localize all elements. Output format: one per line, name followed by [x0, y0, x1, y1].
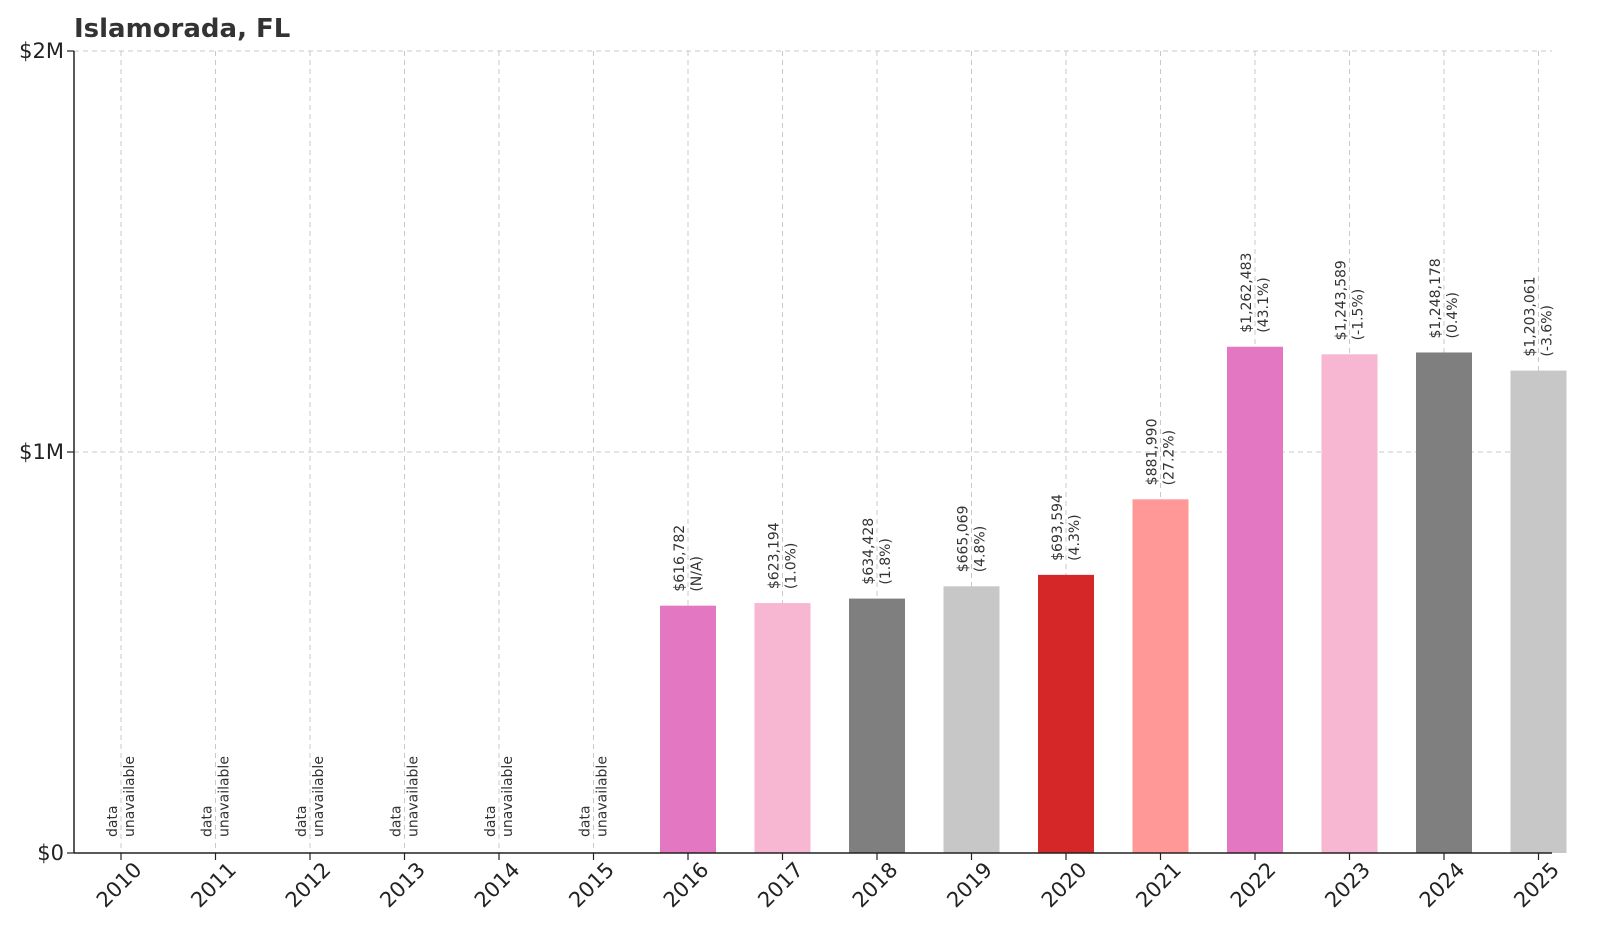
- bar-change-label: (-1.5%): [1351, 289, 1367, 341]
- x-tick-label: 2016: [659, 858, 714, 913]
- bar-2023: [1321, 354, 1378, 853]
- bar-2025: [1510, 370, 1567, 853]
- bar-label-2022: $1,262,483 (43.1%): [1239, 253, 1272, 333]
- bar-2022: [1227, 346, 1283, 853]
- bar-change-label: unavailable: [406, 756, 422, 837]
- bar-change-label: (4.8%): [973, 526, 989, 573]
- x-tick-label: 2017: [753, 858, 808, 913]
- x-tick-label: 2018: [848, 858, 903, 913]
- bar-2016: [660, 605, 716, 853]
- x-tick-label: 2020: [1037, 858, 1092, 913]
- bar-value-label: $1,203,061: [1523, 276, 1539, 356]
- x-tick-label: 2022: [1226, 858, 1281, 913]
- bar-label-2010: data unavailable: [105, 756, 138, 837]
- bar-label-2025: $1,203,061 (-3.6%): [1523, 276, 1556, 356]
- bar-label-2023: $1,243,589 (-1.5%): [1334, 260, 1367, 340]
- x-tick-label: 2013: [375, 858, 430, 913]
- bar-value-label: $1,243,589: [1334, 260, 1350, 340]
- bar-label-2012: data unavailable: [294, 756, 327, 837]
- bar-2020: [1038, 574, 1094, 853]
- x-tick-label: 2011: [186, 858, 241, 913]
- bar-change-label: unavailable: [500, 756, 516, 837]
- x-tick-label: 2019: [942, 858, 997, 913]
- bar-label-2014: data unavailable: [483, 756, 516, 837]
- x-tick-label: 2014: [470, 858, 525, 913]
- bar-change-label: (-3.6%): [1540, 305, 1556, 357]
- x-tick-label: 2024: [1415, 858, 1470, 913]
- bar-label-2024: $1,248,178 (0.4%): [1428, 258, 1461, 338]
- bar-label-2021: $881,990 (27.2%): [1145, 419, 1178, 486]
- bar-value-label: $1,248,178: [1428, 258, 1444, 338]
- bar-label-2015: data unavailable: [578, 756, 611, 837]
- x-tick-label: 2012: [281, 858, 336, 913]
- x-tick-label: 2021: [1131, 858, 1186, 913]
- y-tick-label: $0: [37, 841, 64, 865]
- bar-value-label: $1,262,483: [1239, 253, 1255, 333]
- x-tick-label: 2025: [1509, 858, 1564, 913]
- bar-value-label: data: [294, 805, 310, 837]
- bar-change-label: (27.2%): [1162, 430, 1178, 485]
- x-tick-labels: 2010 2011 2012 2013 2014 2015 2016 2017 2018 2019…: [92, 858, 1564, 913]
- bar-label-2016: $616,782 (N/A): [672, 525, 705, 592]
- bar-change-label: (0.4%): [1445, 292, 1461, 339]
- bar-label-2011: data unavailable: [200, 756, 233, 837]
- bar-value-label: $616,782: [672, 525, 688, 592]
- bar-change-label: (1.8%): [878, 538, 894, 585]
- bar-change-label: (N/A): [689, 556, 705, 592]
- x-tick-label: 2023: [1320, 858, 1375, 913]
- bar-change-label: unavailable: [595, 756, 611, 837]
- chart-title: Islamorada, FL: [74, 14, 291, 44]
- bar-change-label: unavailable: [311, 756, 327, 837]
- bar-change-label: (4.3%): [1067, 514, 1083, 561]
- bar-change-label: unavailable: [217, 756, 233, 837]
- y-tick-label: $1M: [19, 440, 64, 464]
- bar-value-label: $634,428: [861, 518, 877, 585]
- bar-value-label: $693,594: [1050, 494, 1066, 561]
- bar-value-label: data: [483, 805, 499, 837]
- bar-value-label: data: [578, 805, 594, 837]
- y-tick-labels: $0 $1M $2M: [19, 39, 64, 865]
- bars: [660, 346, 1567, 853]
- bar-2021: [1132, 499, 1189, 853]
- bar-value-label: $881,990: [1145, 419, 1161, 486]
- bar-label-2013: data unavailable: [389, 756, 422, 837]
- bar-labels: data unavailable data unavailable data unavai…: [105, 253, 1556, 837]
- bar-value-label: $623,194: [767, 522, 783, 589]
- x-tick-label: 2015: [564, 858, 619, 913]
- bar-value-label: data: [389, 805, 405, 837]
- bar-label-2018: $634,428 (1.8%): [861, 518, 894, 585]
- y-tick-label: $2M: [19, 39, 64, 63]
- bar-change-label: (43.1%): [1256, 277, 1272, 332]
- bar-value-label: data: [200, 805, 216, 837]
- bar-value-label: data: [105, 805, 121, 837]
- bar-change-label: unavailable: [122, 756, 138, 837]
- bar-2018: [849, 598, 905, 853]
- bar-label-2019: $665,069 (4.8%): [956, 505, 989, 572]
- x-tick-label: 2010: [92, 858, 147, 913]
- bar-change-label: (1.0%): [784, 543, 800, 590]
- axes: [67, 50, 1552, 860]
- bar-label-2020: $693,594 (4.3%): [1050, 494, 1083, 561]
- bar-label-2017: $623,194 (1.0%): [767, 522, 800, 589]
- bar-2017: [754, 603, 811, 853]
- bar-2024: [1416, 352, 1472, 853]
- bar-2019: [943, 586, 1000, 853]
- bar-value-label: $665,069: [956, 505, 972, 572]
